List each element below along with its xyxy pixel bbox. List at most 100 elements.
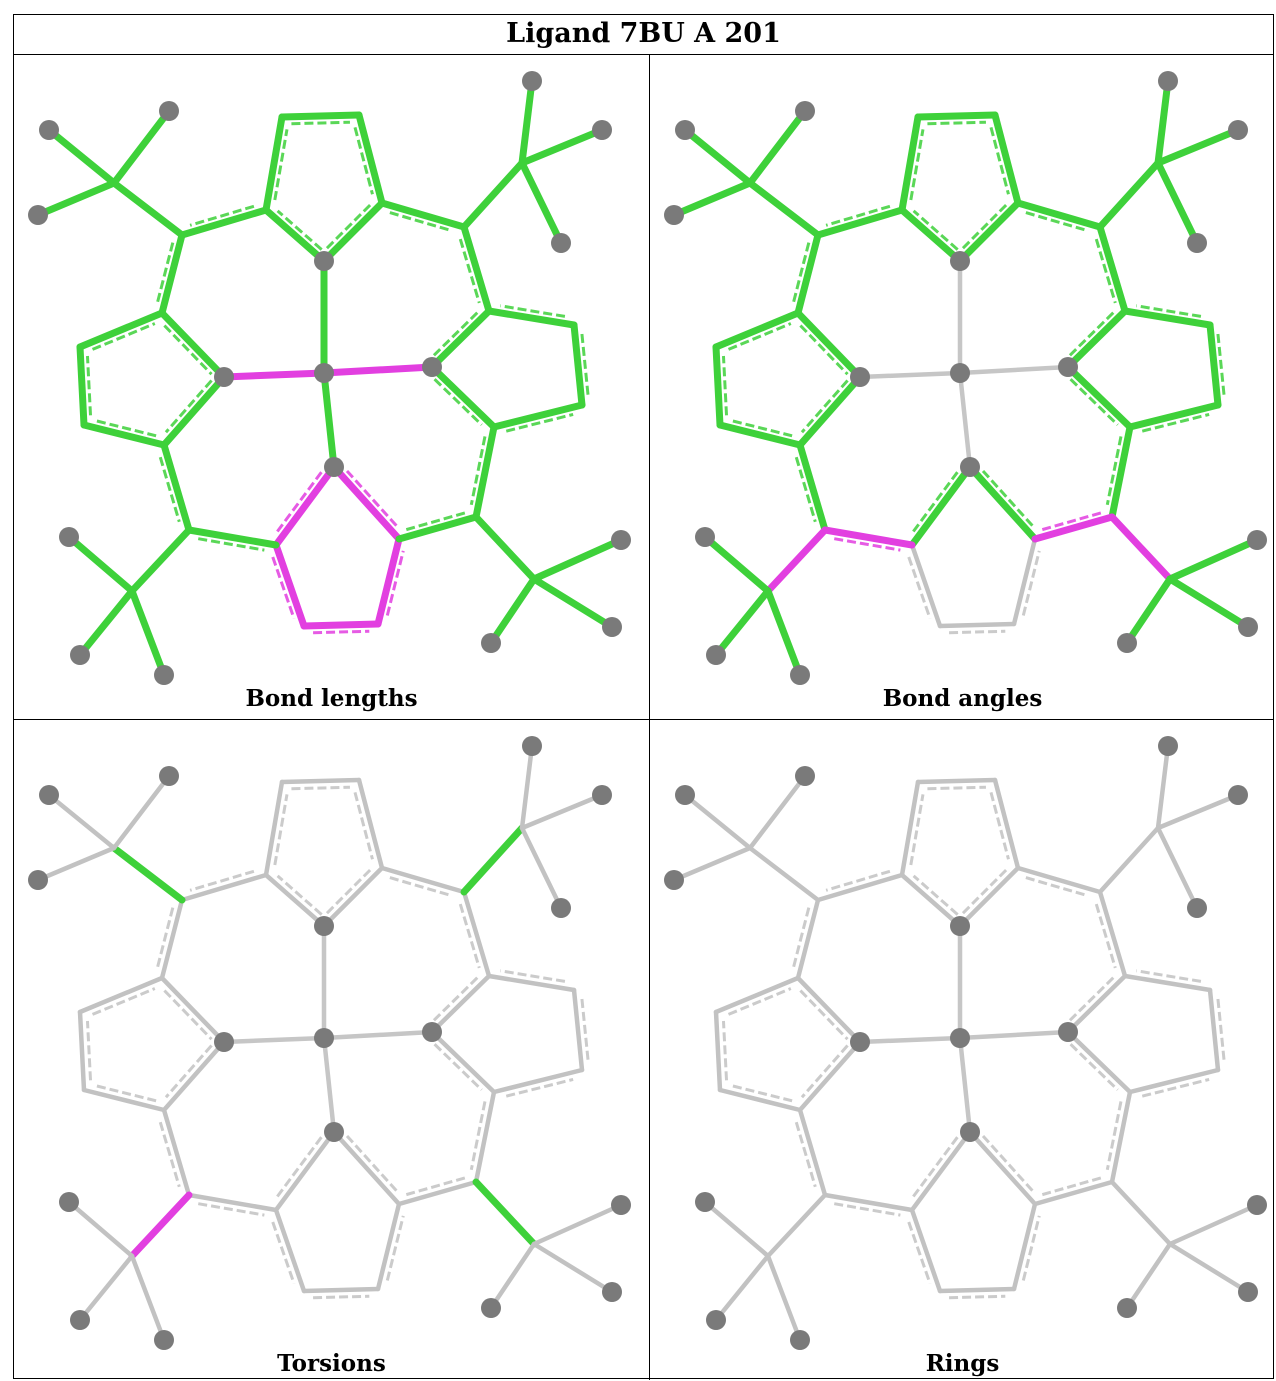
- metal-atom: [950, 363, 970, 383]
- ring-bond-dashed: [727, 987, 792, 1016]
- ring-bond-dashed: [156, 242, 175, 303]
- ring-bond: [473, 1089, 497, 1185]
- ring-bond-dashed: [580, 998, 590, 1060]
- ring-bond: [899, 779, 921, 878]
- methyl-bond: [682, 792, 753, 851]
- methyl-atom: [1228, 785, 1248, 805]
- ring-bond-dashed: [912, 209, 959, 251]
- ring-bond: [794, 309, 864, 381]
- methyl-bond: [1155, 825, 1200, 911]
- ring-bond: [278, 111, 363, 121]
- ring-bond-dashed: [1136, 969, 1202, 983]
- nitrogen-atom: [960, 1122, 980, 1142]
- ring-bond-dashed: [1141, 412, 1210, 433]
- ring-bond: [712, 309, 802, 351]
- ring-bond-dashed: [825, 869, 891, 892]
- methyl-bond: [1154, 126, 1242, 167]
- ring-bond-dashed: [94, 1084, 157, 1103]
- ring-bond: [1126, 401, 1222, 431]
- ring-bond-dashed: [794, 1121, 817, 1188]
- ring-bond-dashed: [794, 456, 817, 523]
- ring-bond: [490, 401, 586, 431]
- ring-bond: [797, 1039, 863, 1113]
- panel-caption: Rings: [925, 1350, 1000, 1377]
- ring-bond: [460, 223, 493, 315]
- ring-bond: [1097, 889, 1128, 979]
- ring-d-bond: [909, 1207, 943, 1294]
- ring-bond: [957, 865, 1021, 929]
- methyl-atom: [1238, 617, 1258, 637]
- ring-bond: [1122, 973, 1213, 993]
- methyl-bond: [1167, 1241, 1251, 1295]
- ring-d-bond: [331, 1129, 402, 1207]
- methyl-atom: [1117, 1298, 1137, 1318]
- molecule-diagram: [28, 736, 631, 1350]
- methyl-bond: [764, 587, 804, 679]
- ring-bond-dashed: [353, 126, 374, 195]
- methyl-atom: [695, 1192, 715, 1212]
- ring-d-bond: [330, 463, 403, 543]
- ring-bond-dashed: [1068, 976, 1115, 1022]
- ring-bond: [158, 231, 186, 317]
- ring-bond-dashed: [458, 238, 481, 304]
- ring-bond-dashed: [94, 419, 157, 438]
- ring-bond: [1207, 987, 1221, 1073]
- ring-bond-dashed: [158, 456, 181, 523]
- nitrogen-atom: [850, 1032, 870, 1052]
- methyl-atom: [154, 1330, 174, 1350]
- methyl-bond: [671, 845, 753, 883]
- ring-bond: [1127, 1067, 1221, 1095]
- nitrogen-atom: [1058, 1022, 1078, 1042]
- ring-bond: [1015, 865, 1103, 895]
- ring-d-bond-dashed: [385, 550, 405, 616]
- methyl-bond: [76, 587, 136, 659]
- ring-bond-dashed: [500, 969, 566, 983]
- ring-bond: [898, 113, 922, 214]
- panel-caption: Bond lengths: [245, 685, 418, 712]
- methyl-bond: [77, 1253, 135, 1323]
- panel-caption: Bond angles: [882, 685, 1043, 712]
- ring-d-bond-dashed: [276, 1136, 323, 1198]
- ring-bond-dashed: [580, 333, 590, 395]
- ring-bond: [160, 373, 228, 449]
- methyl-bond: [518, 126, 606, 167]
- methyl-bond: [487, 575, 538, 647]
- ring-bond-dashed: [276, 874, 323, 916]
- methyl-atom: [675, 785, 695, 805]
- ring-bond-dashed: [433, 1043, 483, 1091]
- nitrogen-atom: [422, 1022, 442, 1042]
- methyl-atom: [1247, 530, 1267, 550]
- ring-bond-dashed: [505, 1077, 574, 1098]
- methyl-bond: [1166, 575, 1252, 631]
- molecule-diagram: [28, 71, 631, 685]
- ring-bond: [1065, 1029, 1133, 1095]
- ring-bond: [159, 897, 185, 981]
- exocyclic-bond: [1096, 159, 1162, 231]
- bridge-bond: [821, 526, 916, 549]
- methyl-bond: [747, 773, 808, 851]
- methyl-atom: [1158, 736, 1178, 756]
- ring-bond-dashed: [273, 129, 289, 201]
- ring-d-bond-dashed: [912, 1136, 959, 1198]
- ring-bond: [485, 307, 578, 329]
- ring-bond-dashed: [1094, 903, 1117, 969]
- methyl-bond: [1123, 575, 1174, 647]
- methyl-bond: [1154, 159, 1201, 247]
- metal-bond: [857, 1035, 963, 1045]
- ring-bond-dashed: [1025, 876, 1089, 898]
- ring-bond: [379, 865, 467, 895]
- methyl-bond: [129, 1253, 167, 1343]
- methyl-atom: [795, 101, 815, 121]
- methyl-atom: [1158, 71, 1178, 91]
- ring-bond-dashed: [825, 204, 891, 227]
- ring-bond-dashed: [291, 120, 350, 126]
- methyl-atom: [1187, 233, 1207, 253]
- ring-d-bond-dashed: [981, 469, 1034, 527]
- ring-bond-dashed: [458, 903, 481, 969]
- panel-bond-lengths: Bond lengths: [14, 55, 649, 719]
- ring-bond-dashed: [792, 907, 811, 968]
- ring-d-bond-dashed: [313, 629, 370, 635]
- ring-d-bond-dashed: [907, 556, 932, 620]
- methyl-atom: [695, 527, 715, 547]
- ring-bond-dashed: [912, 874, 959, 916]
